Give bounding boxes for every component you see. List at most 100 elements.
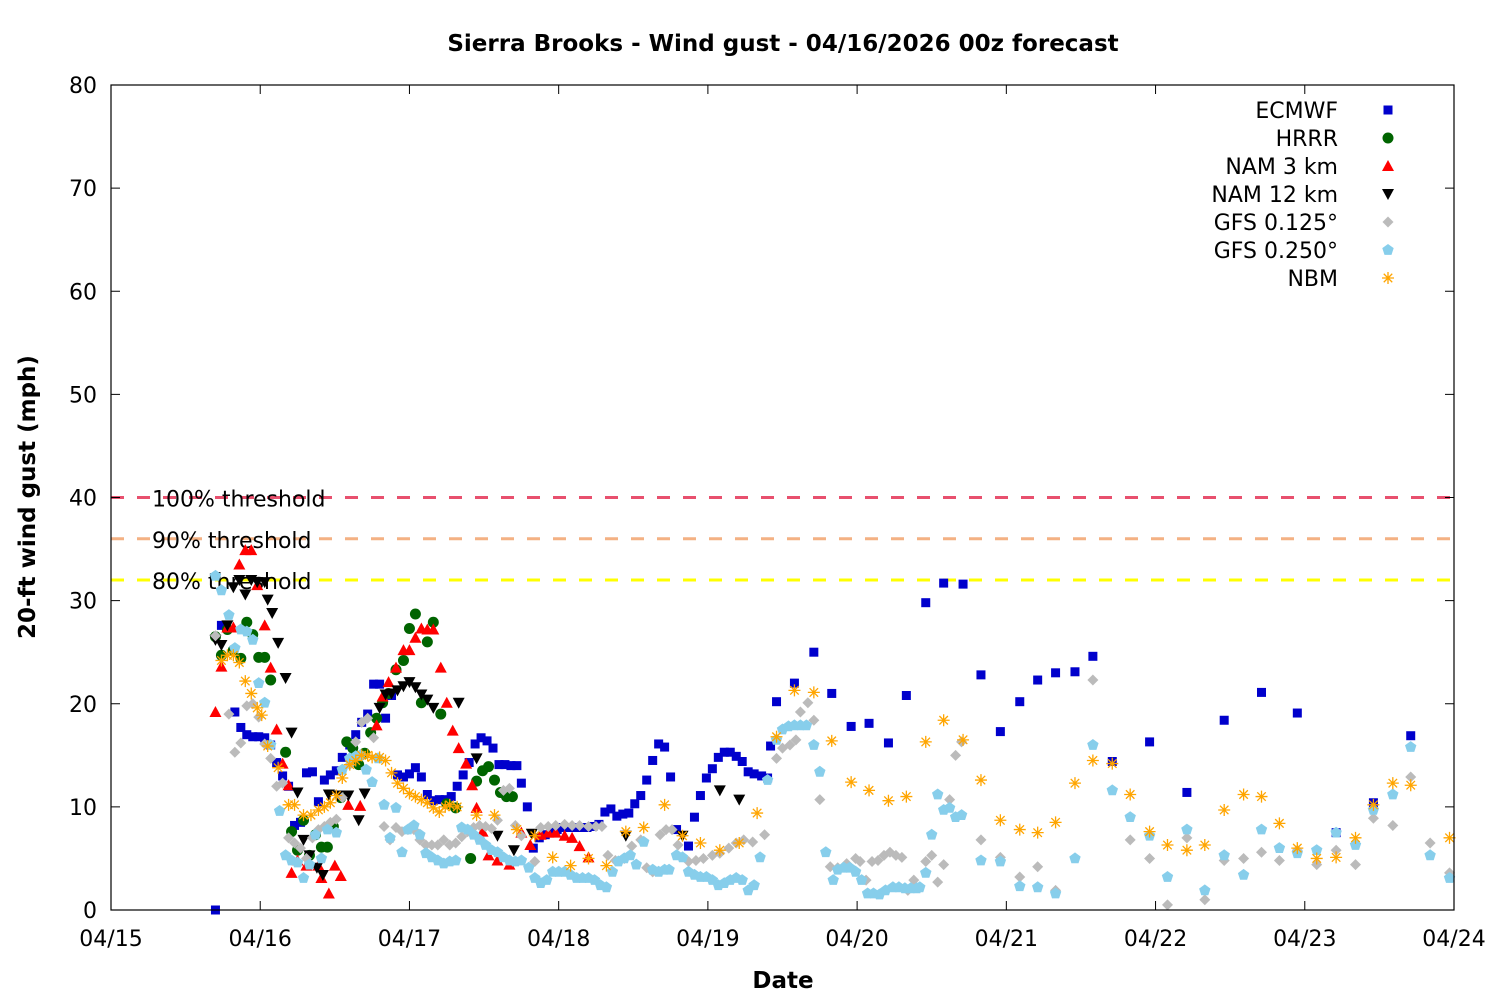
data-point bbox=[366, 776, 378, 787]
data-point bbox=[660, 824, 672, 836]
data-point bbox=[515, 854, 528, 866]
data-point bbox=[1443, 831, 1456, 844]
x-tick-label: 04/17 bbox=[378, 927, 441, 952]
data-point bbox=[802, 697, 814, 709]
data-point bbox=[1330, 826, 1342, 838]
data-point bbox=[280, 746, 292, 758]
data-point bbox=[235, 737, 247, 749]
data-point bbox=[1310, 852, 1323, 865]
legend-label: NBM bbox=[1287, 267, 1338, 292]
data-point bbox=[612, 811, 622, 821]
data-point bbox=[546, 827, 556, 837]
data-point bbox=[1031, 826, 1044, 839]
data-point bbox=[428, 796, 438, 806]
data-point bbox=[846, 721, 856, 731]
data-point bbox=[1255, 823, 1268, 835]
data-point bbox=[827, 688, 837, 698]
y-tick-label: 50 bbox=[69, 383, 97, 408]
data-point bbox=[564, 859, 577, 872]
data-point bbox=[476, 825, 489, 837]
data-point bbox=[602, 849, 614, 861]
data-point bbox=[265, 752, 277, 764]
data-point bbox=[391, 685, 404, 697]
y-tick-label: 70 bbox=[69, 177, 97, 202]
data-point bbox=[535, 822, 547, 833]
data-points bbox=[209, 544, 1456, 915]
data-point bbox=[233, 656, 246, 669]
data-point bbox=[943, 801, 956, 813]
data-point bbox=[619, 825, 632, 838]
data-point bbox=[291, 856, 304, 868]
data-point bbox=[606, 804, 616, 814]
data-point bbox=[427, 616, 439, 628]
data-point bbox=[410, 763, 420, 773]
data-point bbox=[248, 732, 258, 742]
data-point bbox=[373, 702, 386, 714]
data-point bbox=[427, 623, 440, 635]
data-point bbox=[630, 799, 640, 809]
data-point bbox=[350, 736, 362, 748]
data-point bbox=[215, 584, 228, 596]
data-point bbox=[488, 809, 501, 822]
data-point bbox=[324, 796, 337, 809]
data-point bbox=[582, 852, 595, 865]
data-point bbox=[416, 772, 426, 782]
data-point bbox=[1124, 811, 1136, 822]
legend: ECMWF HRRR NAM 3 km NAM 12 km GFS 0.125° GFS … bbox=[1211, 99, 1394, 292]
threshold-label: 90% threshold bbox=[152, 529, 312, 554]
data-point bbox=[1088, 651, 1098, 661]
data-point bbox=[689, 812, 699, 822]
data-point bbox=[1199, 884, 1211, 896]
data-point bbox=[432, 839, 444, 851]
data-point bbox=[209, 706, 222, 717]
data-point bbox=[1032, 881, 1044, 893]
data-point bbox=[1086, 754, 1099, 767]
data-point bbox=[458, 770, 468, 780]
data-point bbox=[1387, 788, 1399, 800]
legend-label: GFS 0.250° bbox=[1214, 239, 1338, 264]
data-point bbox=[676, 829, 689, 842]
data-point bbox=[434, 795, 444, 805]
data-point bbox=[470, 809, 483, 822]
data-point bbox=[666, 824, 678, 836]
data-point bbox=[460, 757, 473, 769]
legend-label: NAM 3 km bbox=[1225, 155, 1338, 180]
legend-marker bbox=[1382, 244, 1394, 255]
data-point bbox=[1124, 788, 1137, 801]
data-point bbox=[285, 727, 298, 739]
data-point bbox=[1049, 887, 1062, 899]
data-point bbox=[523, 861, 535, 873]
data-point bbox=[403, 787, 416, 800]
data-point bbox=[1013, 823, 1026, 836]
data-point bbox=[654, 739, 664, 749]
data-point bbox=[486, 823, 498, 835]
data-point bbox=[600, 881, 613, 893]
data-point bbox=[450, 854, 462, 866]
data-point bbox=[713, 752, 723, 762]
data-point bbox=[1087, 739, 1099, 750]
data-point bbox=[638, 835, 650, 847]
legend-label: HRRR bbox=[1276, 127, 1338, 152]
legend-marker bbox=[1383, 105, 1393, 115]
data-point bbox=[666, 772, 676, 782]
data-point bbox=[434, 661, 447, 673]
data-point bbox=[975, 854, 987, 866]
data-point bbox=[558, 829, 571, 841]
data-point bbox=[1051, 668, 1061, 678]
data-point bbox=[566, 819, 578, 831]
data-point bbox=[590, 820, 602, 832]
data-point bbox=[366, 751, 379, 764]
data-point bbox=[396, 846, 408, 858]
y-tick-label: 30 bbox=[69, 590, 97, 615]
data-point bbox=[574, 819, 586, 831]
data-point bbox=[1218, 803, 1231, 816]
x-tick-label: 04/23 bbox=[1273, 927, 1336, 952]
axes: 0 10 20 30 40 50 60 70 80 04/15 04/16 04/17 04/18 04/… bbox=[69, 74, 1486, 952]
data-point bbox=[343, 758, 356, 771]
data-point bbox=[695, 791, 705, 801]
data-point bbox=[223, 609, 235, 620]
data-point bbox=[247, 633, 259, 645]
data-point bbox=[1273, 855, 1285, 866]
data-point bbox=[663, 863, 675, 875]
data-point bbox=[1181, 832, 1193, 844]
